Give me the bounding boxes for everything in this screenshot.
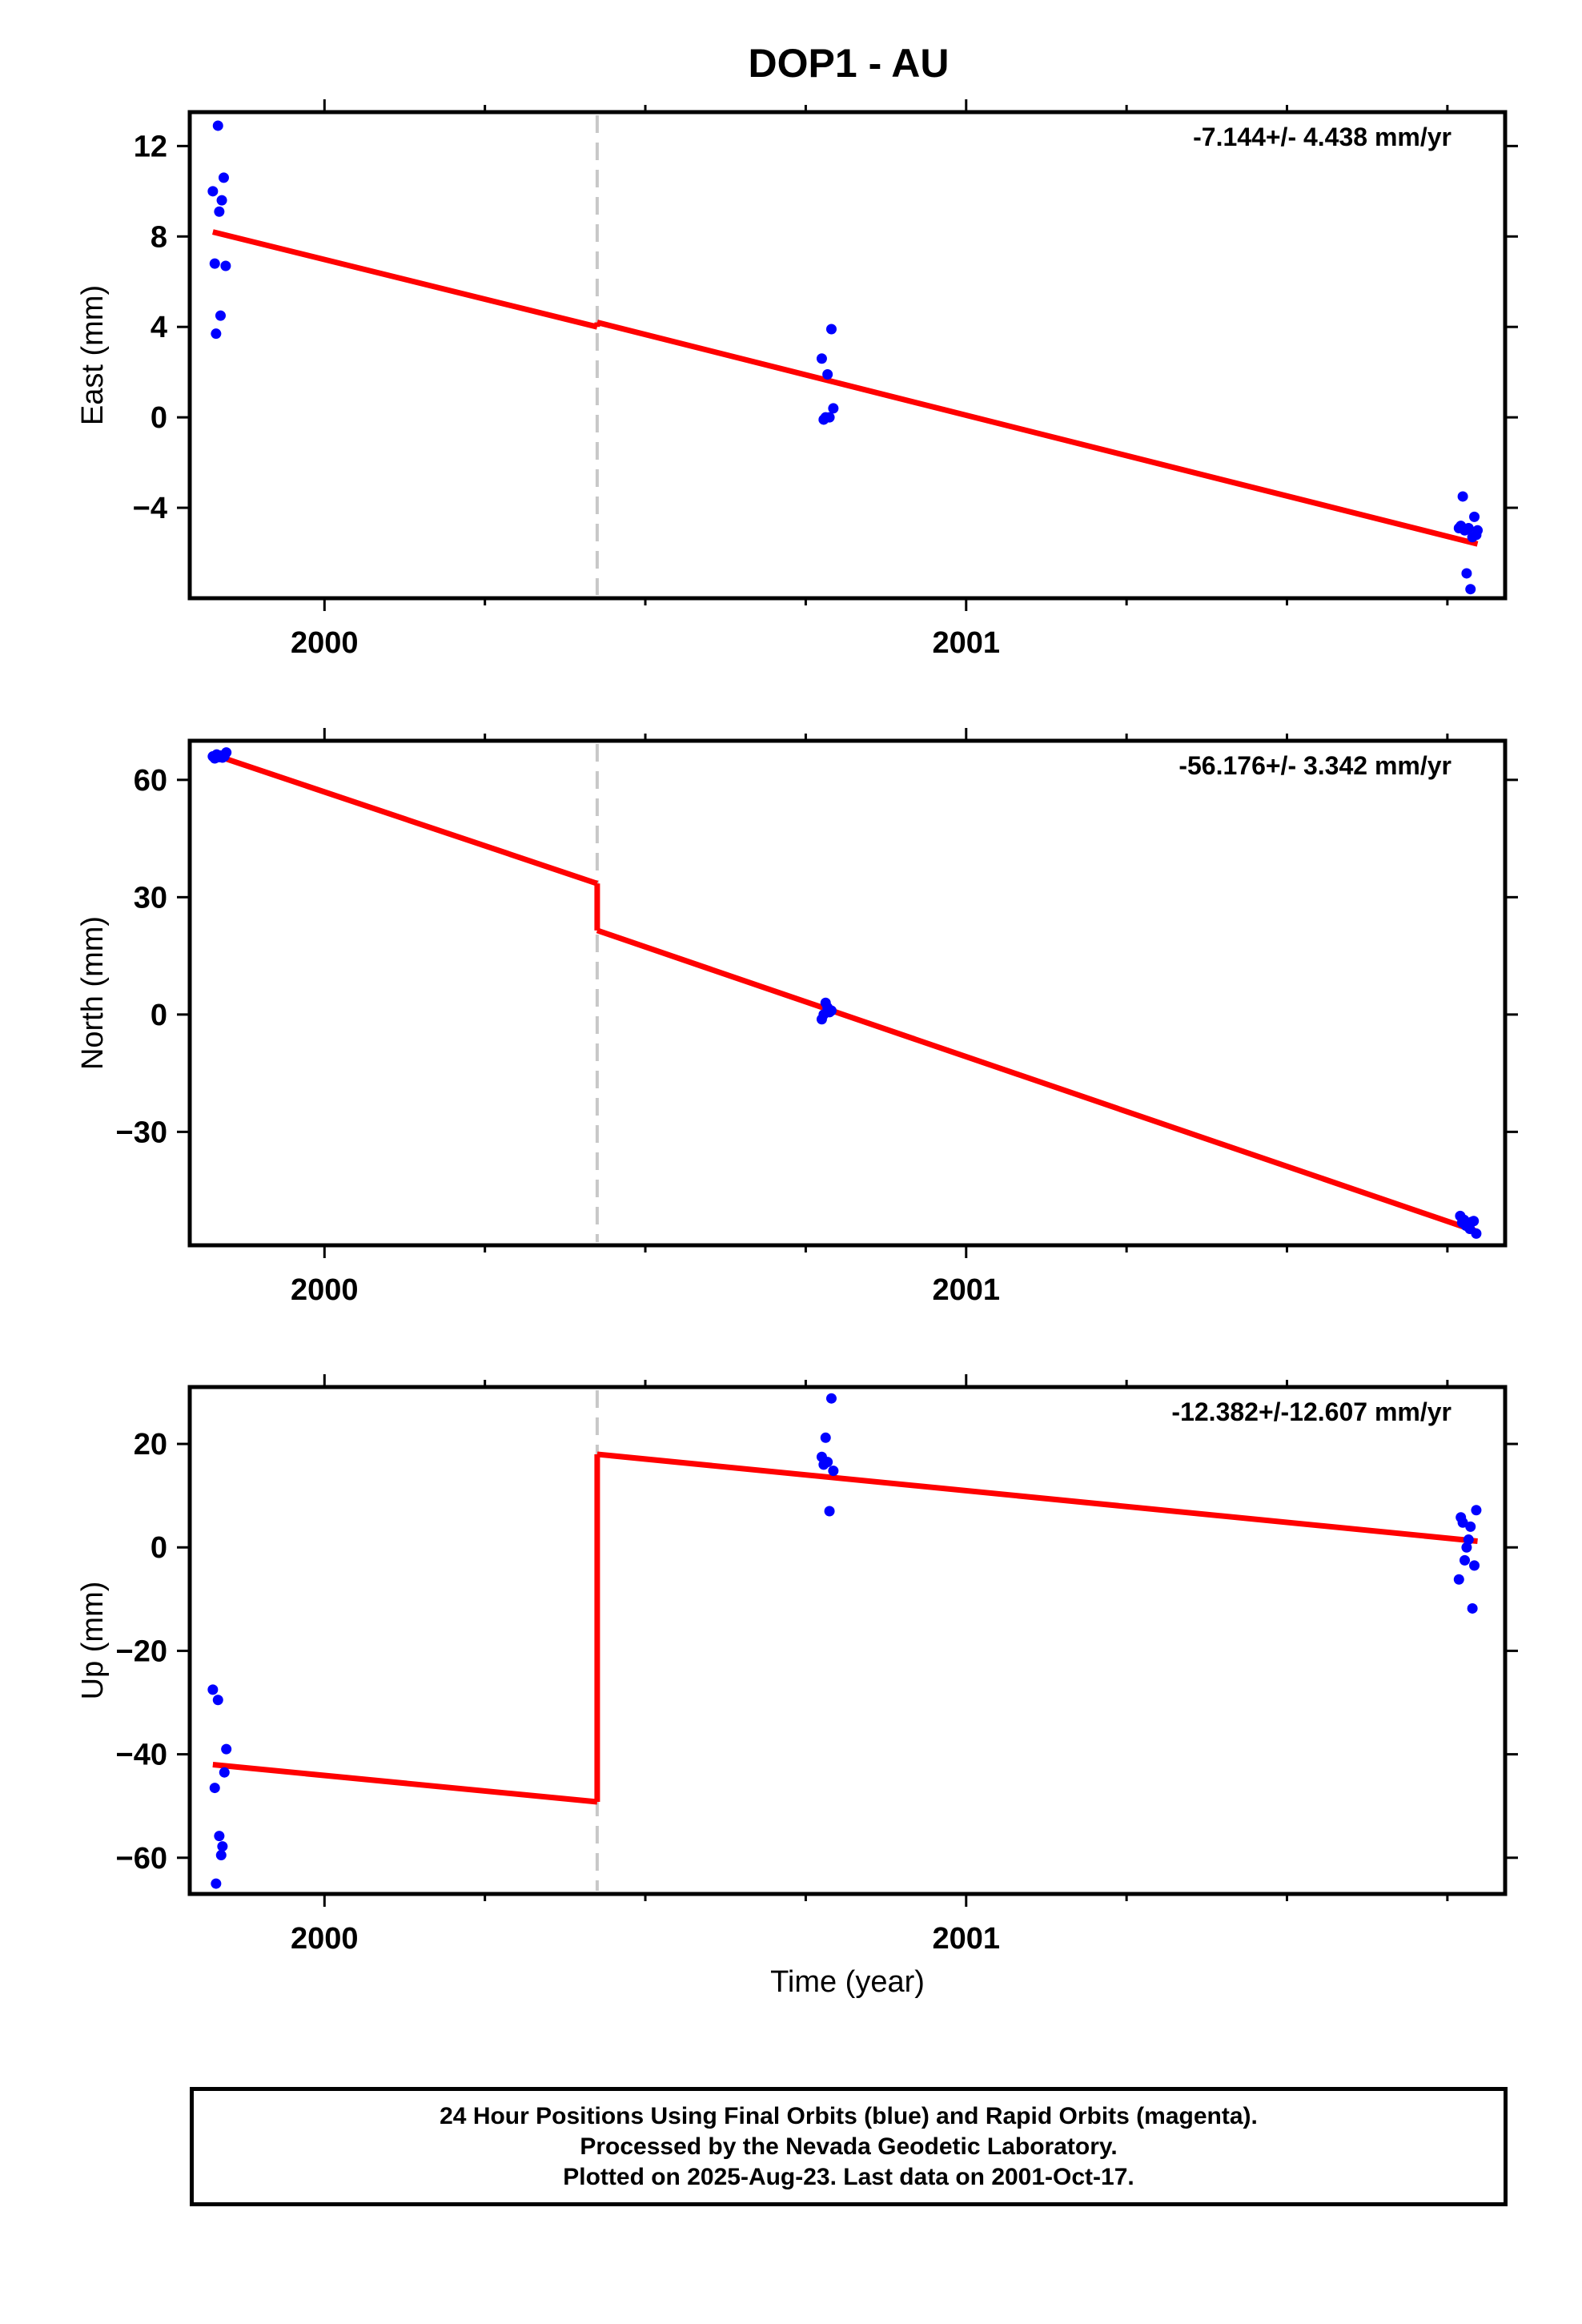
east-x-tick-label: 2001 <box>932 626 1000 660</box>
east-data-point <box>1469 511 1480 522</box>
caption-line-2: Processed by the Nevada Geodetic Laborat… <box>580 2133 1118 2160</box>
east-model-segment-1 <box>212 229 598 330</box>
north-y-tick-label: 0 <box>151 999 167 1032</box>
up-y-tick-label: −20 <box>116 1634 167 1668</box>
caption-box: 24 Hour Positions Using Final Orbits (bl… <box>190 2087 1508 2206</box>
east-data-point <box>211 328 222 340</box>
east-y-tick-label: −4 <box>133 492 167 525</box>
east-data-point <box>209 258 220 269</box>
up-data-point <box>1463 1534 1474 1546</box>
north-model-segment-1 <box>211 751 599 887</box>
up-data-point <box>207 1684 219 1695</box>
up-data-point <box>828 1466 839 1477</box>
up-data-point <box>215 1850 227 1861</box>
up-data-point <box>211 1878 222 1889</box>
east-x-tick-label: 2000 <box>291 626 359 660</box>
up-frame <box>187 1385 1508 1896</box>
up-data-point <box>825 1393 837 1404</box>
east-data-point <box>214 206 225 217</box>
up-data-point <box>1469 1560 1480 1571</box>
north-y-axis-label: North (mm) <box>76 916 110 1070</box>
east-data-point <box>218 172 229 183</box>
east-rate-label: -7.144+/- 4.438 mm/yr <box>1193 123 1452 151</box>
east-data-point <box>1457 491 1468 502</box>
panel-north: 2000 2001 −30 0 30 60 North (mm) -56.176+/- 3.3… <box>76 728 1518 1307</box>
up-data-point <box>214 1831 225 1842</box>
panel-up: 2000 2001 −60 −40 −20 0 20 Up (mm) Time (year) -1… <box>76 1374 1518 1999</box>
east-y-tick-label: 8 <box>151 220 167 254</box>
up-data-point <box>1457 1517 1468 1528</box>
north-data-point <box>825 1005 837 1016</box>
east-data-point <box>828 403 839 414</box>
north-y-tick-label: 60 <box>134 764 167 798</box>
up-data-point <box>1460 1554 1471 1566</box>
up-data-point <box>820 1432 831 1443</box>
up-data-point <box>824 1506 835 1517</box>
east-data-point <box>212 120 223 131</box>
up-y-tick-label: −60 <box>116 1842 167 1876</box>
panel-east: 2000 2001 −4 0 4 8 12 East (mm) -7.144+/- 4.438 … <box>76 99 1518 660</box>
up-y-tick-label: 0 <box>151 1531 167 1565</box>
east-data-point <box>215 310 226 321</box>
east-data-point <box>1461 568 1472 579</box>
east-data-point <box>825 324 837 335</box>
up-data-point <box>217 1841 228 1852</box>
north-rate-label: -56.176+/- 3.342 mm/yr <box>1178 751 1452 780</box>
east-data-point <box>816 353 827 364</box>
up-data-point <box>209 1783 220 1794</box>
north-data-point <box>1468 1216 1480 1227</box>
up-rate-label: -12.382+/-12.607 mm/yr <box>1171 1397 1452 1426</box>
east-data-point <box>824 412 835 423</box>
east-frame <box>187 110 1508 601</box>
up-data-point <box>1465 1521 1476 1532</box>
north-x-tick-label: 2001 <box>932 1273 1000 1307</box>
up-y-tick-label: 20 <box>134 1428 167 1462</box>
east-data-point <box>1472 525 1484 536</box>
up-model-segment-2 <box>596 1451 1478 1544</box>
up-data-point <box>1467 1602 1478 1614</box>
east-y-tick-label: 12 <box>134 130 167 163</box>
north-data-point <box>221 747 232 758</box>
east-data-point <box>1463 522 1474 533</box>
up-data-point <box>212 1695 223 1706</box>
east-y-tick-label: 0 <box>151 401 167 435</box>
east-y-axis-label: East (mm) <box>76 285 110 425</box>
up-data-point <box>1453 1574 1464 1585</box>
east-data-point <box>822 368 833 380</box>
east-data-point <box>1465 584 1476 595</box>
north-data-point <box>1471 1228 1482 1239</box>
up-data-point <box>1471 1505 1482 1516</box>
up-x-tick-label: 2001 <box>932 1922 1000 1956</box>
up-data-point <box>822 1457 833 1468</box>
up-x-axis-label: Time (year) <box>770 1965 925 1999</box>
east-data-point <box>207 186 219 197</box>
up-data-point <box>219 1767 230 1778</box>
up-model-segment-1 <box>212 1762 598 1805</box>
up-y-axis-label: Up (mm) <box>76 1582 110 1700</box>
east-y-tick-label: 4 <box>151 311 167 344</box>
north-y-tick-label: −30 <box>116 1116 167 1149</box>
up-data-point <box>221 1743 232 1755</box>
east-data-point <box>220 260 231 271</box>
north-model-segment-2 <box>596 927 1479 1235</box>
east-model-segment-2 <box>596 320 1479 547</box>
north-x-tick-label: 2000 <box>291 1273 359 1307</box>
caption-line-3: Plotted on 2025-Aug-23. Last data on 200… <box>563 2163 1134 2190</box>
north-y-tick-label: 30 <box>134 881 167 915</box>
caption-line-1: 24 Hour Positions Using Final Orbits (bl… <box>440 2102 1258 2129</box>
chart-title: DOP1 - AU <box>749 41 950 86</box>
up-x-tick-label: 2000 <box>291 1922 359 1956</box>
east-data-point <box>216 195 227 206</box>
up-y-tick-label: −40 <box>116 1739 167 1772</box>
north-frame <box>187 738 1508 1248</box>
